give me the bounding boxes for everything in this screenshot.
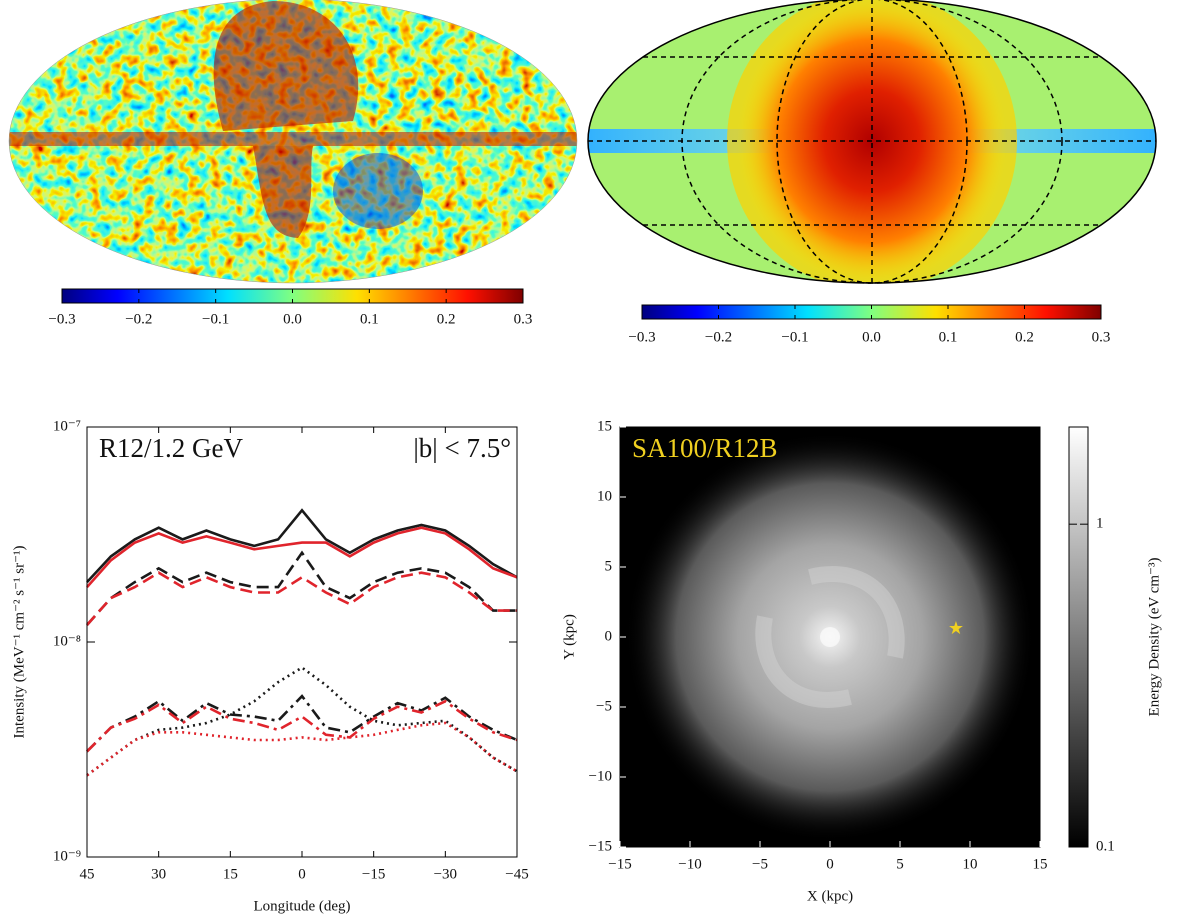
series-line (86, 666, 518, 777)
colorbar-label: Energy Density (eV cm⁻³) (1146, 558, 1162, 717)
colorbar-tick-label: −0.3 (628, 329, 655, 345)
colorbar-tick-label: 0.2 (1015, 329, 1034, 345)
colorbar-tick-label: −0.3 (48, 311, 75, 327)
x-tick-label: 30 (151, 866, 166, 882)
sky-map (9, 0, 577, 283)
y-tick-label: 5 (605, 558, 613, 574)
x-tick-label: −15 (608, 856, 631, 872)
spiral-arm (808, 566, 905, 659)
x-tick-label: −10 (678, 856, 701, 872)
x-tick-label: −5 (752, 856, 768, 872)
y-tick-label: 10⁻⁹ (53, 848, 81, 864)
series-line (86, 508, 518, 583)
spiral-arm (755, 615, 852, 708)
y-tick-label: 10⁻⁸ (53, 633, 81, 649)
x-tick-label: 45 (80, 866, 95, 882)
series-line (86, 699, 518, 753)
colorbar-tick-label: −0.2 (705, 329, 732, 345)
y-tick-label: −15 (589, 838, 612, 854)
colorbar-tick-label: −0.2 (125, 311, 152, 327)
y-axis-label: Y (kpc) (561, 614, 577, 660)
colorbar-tick-label: 0.0 (283, 311, 302, 327)
x-tick-label: −30 (434, 866, 457, 882)
y-tick-label: 0 (605, 628, 613, 644)
plot-frame (86, 426, 518, 858)
colorbar-tick-label: 0.0 (862, 329, 881, 345)
series-line (86, 721, 518, 777)
series-line (86, 550, 517, 626)
x-tick-label: 15 (1033, 856, 1048, 872)
x-tick-label: 5 (896, 856, 904, 872)
x-axis-label: Longitude (deg) (253, 898, 350, 914)
x-tick-label: 15 (223, 866, 238, 882)
outline (8, 0, 578, 284)
colorbar-tick-label: 0.3 (514, 311, 533, 327)
colorbar-tick-label: 0.1 (360, 311, 379, 327)
colorbar-tick-label: 1 (1096, 516, 1104, 532)
y-tick-label: −5 (596, 698, 612, 714)
colorbar-tick-label: 0.1 (939, 329, 958, 345)
star-marker: ★ (948, 618, 964, 638)
heatmap-image (620, 427, 1040, 847)
colorbar-tick-label: −0.1 (781, 329, 808, 345)
colorbar-tick-label: 0.1 (1096, 838, 1115, 854)
annotation: R12/1.2 GeV (99, 433, 243, 463)
x-tick-label: 10 (963, 856, 978, 872)
colorbar (1068, 426, 1089, 848)
x-axis-label: X (kpc) (807, 888, 853, 904)
x-tick-label: −45 (505, 866, 528, 882)
colorbar-tick-label: −0.1 (202, 311, 229, 327)
colorbar-tick-label: 0.2 (437, 311, 456, 327)
x-tick-label: 0 (298, 866, 306, 882)
core (820, 627, 840, 647)
cold-spot (333, 153, 423, 229)
colorbar-tick-label: 0.3 (1092, 329, 1111, 345)
y-tick-label: 10 (597, 488, 612, 504)
y-axis-label: Intensity (MeV⁻¹ cm⁻² s⁻¹ sr⁻¹) (11, 546, 27, 739)
plane-band (9, 132, 577, 146)
annotation: |b| < 7.5° (413, 433, 511, 463)
x-tick-label: −15 (362, 866, 385, 882)
series-line (86, 526, 518, 588)
panel-title: SA100/R12B (632, 433, 778, 463)
bubble (253, 146, 313, 238)
y-tick-label: −10 (589, 768, 612, 784)
bubble (213, 1, 359, 131)
series-line (86, 571, 517, 626)
x-tick-label: 0 (826, 856, 834, 872)
series-line (86, 694, 518, 753)
y-tick-label: 15 (597, 418, 612, 434)
y-tick-label: 10⁻⁷ (53, 418, 81, 434)
